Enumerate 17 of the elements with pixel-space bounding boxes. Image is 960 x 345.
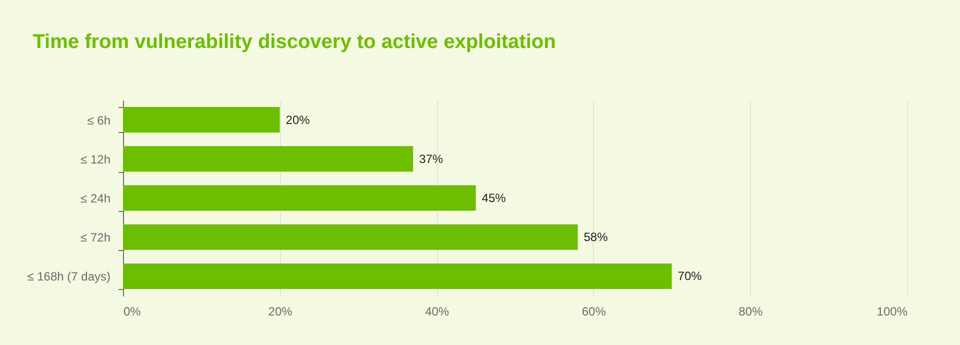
- x-tick-label: 60%: [582, 304, 606, 318]
- data-label: 70%: [678, 269, 702, 284]
- x-tick-label: 100%: [876, 304, 908, 318]
- x-tick-label: 0%: [124, 304, 142, 318]
- data-label: 58%: [584, 230, 608, 244]
- y-tick-label: ≤ 24h: [80, 192, 110, 206]
- y-tick-label: ≤ 6h: [87, 113, 110, 128]
- x-tick-label: 80%: [738, 304, 764, 318]
- data-label: 37%: [419, 152, 444, 166]
- y-tick-label: ≤ 12h: [80, 152, 110, 166]
- x-tick-label: 20%: [268, 304, 293, 318]
- chart-title: Time from vulnerability discovery to active exploitation: [32, 31, 556, 53]
- x-tick-label: 40%: [425, 304, 450, 318]
- y-tick-label: ≤ 168h (7 days): [27, 270, 111, 284]
- y-tick-label: ≤ 72h: [80, 230, 110, 245]
- data-label: 20%: [286, 112, 310, 127]
- data-label: 45%: [482, 191, 506, 205]
